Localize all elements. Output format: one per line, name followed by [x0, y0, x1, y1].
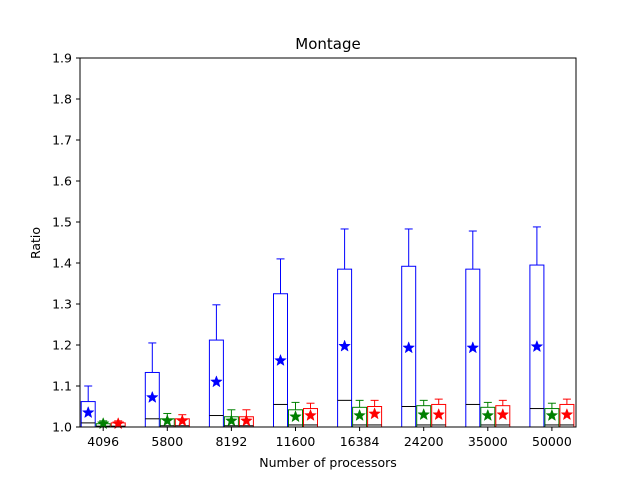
- mean-star-marker: [225, 414, 238, 427]
- box-plot-group: [352, 399, 368, 428]
- y-tick-label: 1.4: [52, 256, 72, 271]
- y-tick-label: 1.5: [52, 215, 72, 230]
- mean-star-marker: [466, 341, 480, 354]
- mean-star-marker: [402, 341, 416, 354]
- box-plot-group: [529, 226, 545, 428]
- mean-star-marker: [304, 408, 317, 421]
- box-plot-group: [416, 399, 432, 428]
- mean-star-marker: [353, 408, 366, 421]
- x-tick-label: 4096: [87, 434, 119, 449]
- box-plot-group: [337, 228, 353, 428]
- axes-frame: [79, 57, 577, 428]
- mean-star-marker: [338, 339, 351, 352]
- box-plot-group: [208, 304, 224, 428]
- mean-star-marker: [210, 375, 223, 388]
- box-plot-group: [465, 230, 481, 428]
- box-plot-group: [480, 401, 496, 428]
- mean-star-marker: [96, 417, 110, 430]
- x-tick-label: 24200: [404, 434, 444, 449]
- box-plot-group: [559, 398, 575, 428]
- mean-star-marker: [274, 353, 287, 367]
- box-plot-group: [288, 401, 303, 428]
- mean-star-marker: [368, 407, 381, 420]
- y-axis-label: Ratio: [28, 227, 43, 259]
- box-plot-group: [80, 385, 96, 428]
- mean-star-marker: [417, 407, 431, 421]
- mean-star-marker: [432, 407, 446, 421]
- box-plot-group: [367, 399, 383, 428]
- mean-star-marker: [545, 408, 559, 421]
- box-plot-group: [495, 399, 511, 428]
- y-tick-label: 1.1: [52, 379, 72, 394]
- y-tick-label: 1.7: [52, 133, 72, 148]
- y-tick-label: 1.9: [52, 51, 72, 66]
- y-tick-label: 1.8: [52, 92, 72, 107]
- mean-star-marker: [111, 417, 125, 430]
- x-tick-label: 50000: [532, 434, 572, 449]
- box-plot-group: [431, 398, 447, 428]
- y-tick-label: 1.6: [52, 174, 72, 189]
- mean-star-marker: [175, 414, 189, 427]
- mean-star-marker: [560, 407, 574, 421]
- box-plot-group: [223, 409, 239, 428]
- chart-title: Montage: [295, 35, 360, 53]
- x-tick-label: 11600: [276, 434, 316, 449]
- x-tick-label: 35000: [468, 434, 508, 449]
- box-plot-group: [273, 258, 288, 428]
- plot-area: [80, 226, 575, 430]
- y-tick-label: 1.0: [52, 420, 72, 435]
- y-tick-label: 1.3: [52, 297, 72, 312]
- box-plot-group: [174, 414, 190, 428]
- mean-star-marker: [481, 408, 495, 421]
- mean-star-marker: [145, 390, 159, 403]
- mean-star-marker: [160, 414, 174, 427]
- x-axis-label: Number of processors: [259, 455, 397, 470]
- box-plot-group: [144, 342, 160, 428]
- mean-star-marker: [240, 414, 253, 427]
- box-plot-group: [159, 412, 175, 428]
- x-tick-label: 5800: [151, 434, 183, 449]
- mean-star-marker: [496, 407, 510, 421]
- box-plot-group: [303, 402, 318, 428]
- mean-star-marker: [289, 410, 302, 423]
- y-tick-label: 1.2: [52, 338, 72, 353]
- x-tick-label: 8192: [215, 434, 247, 449]
- mean-star-marker: [81, 405, 95, 419]
- box-plot-group: [401, 228, 417, 428]
- x-tick-label: 16384: [340, 434, 380, 449]
- box-plot-group: [238, 409, 254, 428]
- box-plot-group: [544, 402, 560, 428]
- mean-star-marker: [530, 339, 544, 353]
